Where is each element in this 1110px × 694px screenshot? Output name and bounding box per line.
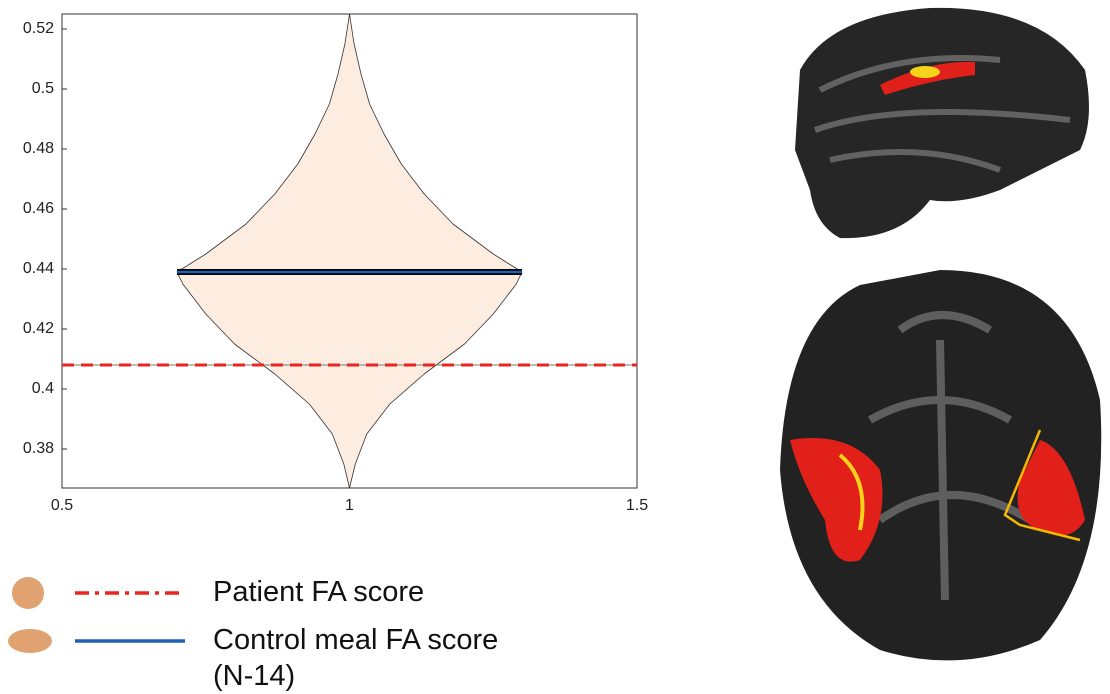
legend-label: Patient FA score (213, 574, 543, 610)
violin (177, 14, 522, 488)
y-tick-label: 0.4 (32, 380, 54, 397)
y-tick-label: 0.44 (23, 260, 54, 277)
y-tick-label: 0.42 (23, 320, 54, 337)
y-tick-label: 0.52 (23, 20, 54, 37)
legend-icon (0, 573, 190, 613)
y-tick-label: 0.5 (32, 80, 54, 97)
x-tick-label: 1.5 (626, 497, 648, 514)
x-tick-label: 1 (345, 497, 354, 514)
x-tick-label: 0.5 (51, 497, 73, 514)
legend-item: Control meal FA score (N-14) (0, 613, 700, 693)
y-tick-label: 0.46 (23, 200, 54, 217)
brain-sagittal (795, 8, 1089, 238)
legend-label: Control meal FA score (N-14) (213, 622, 543, 694)
legend-ellipse (8, 629, 52, 653)
legend-item: Patient FA score (0, 565, 700, 613)
y-tick-label: 0.38 (23, 440, 54, 457)
legend-icon (0, 621, 190, 661)
legend-ellipse (12, 577, 44, 609)
brain-axial (780, 270, 1101, 660)
legend: Patient FA score Control meal FA score (N… (0, 565, 700, 693)
y-tick-label: 0.48 (23, 140, 54, 157)
